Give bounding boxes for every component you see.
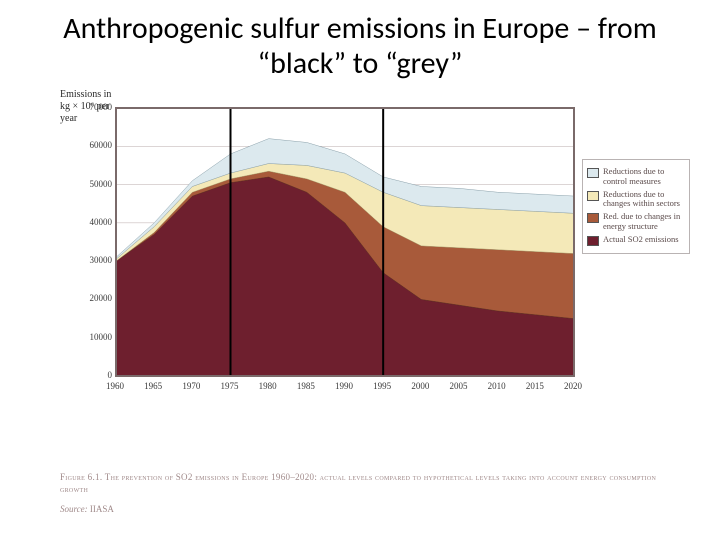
legend-label: Actual SO2 emissions	[603, 235, 679, 245]
x-tick-label: 1975	[221, 381, 239, 391]
x-tick-label: 2005	[450, 381, 468, 391]
source-label: Source:	[60, 504, 88, 514]
x-tick-label: 1980	[259, 381, 277, 391]
y-tick-label: 30000	[72, 255, 112, 265]
source-value: IIASA	[90, 504, 114, 514]
x-tick-label: 2010	[488, 381, 506, 391]
x-tick-label: 1960	[106, 381, 124, 391]
x-tick-label: 2020	[564, 381, 582, 391]
chart-svg	[116, 108, 574, 376]
legend-item: Reductions due to control measures	[587, 167, 685, 187]
legend-item: Red. due to changes in energy structure	[587, 212, 685, 232]
legend-swatch	[587, 213, 599, 223]
legend-label: Reductions due to changes within sectors	[603, 190, 685, 210]
y-tick-label: 20000	[72, 293, 112, 303]
y-tick-label: 50000	[72, 179, 112, 189]
chart-area: Emissions in kg × 10⁶ per year 010000200…	[60, 89, 690, 419]
x-tick-label: 1965	[144, 381, 162, 391]
figure-caption: Figure 6.1. The prevention of SO2 emissi…	[60, 471, 680, 496]
legend-label: Reductions due to control measures	[603, 167, 685, 187]
legend-item: Actual SO2 emissions	[587, 235, 685, 246]
legend-swatch	[587, 168, 599, 178]
legend: Reductions due to control measures Reduct…	[582, 159, 690, 254]
figure-source: Source: IIASA	[60, 504, 114, 514]
slide-title: Anthropogenic sulfur emissions in Europe…	[30, 12, 690, 81]
y-tick-label: 60000	[72, 140, 112, 150]
slide: Anthropogenic sulfur emissions in Europe…	[0, 0, 720, 540]
y-tick-label: 40000	[72, 217, 112, 227]
x-tick-label: 1985	[297, 381, 315, 391]
legend-swatch	[587, 236, 599, 246]
y-axis-label-line1: Emissions in	[60, 89, 111, 101]
x-tick-label: 2015	[526, 381, 544, 391]
x-tick-label: 1990	[335, 381, 353, 391]
legend-swatch	[587, 191, 599, 201]
y-tick-label: 10000	[72, 332, 112, 342]
legend-item: Reductions due to changes within sectors	[587, 190, 685, 210]
x-tick-label: 1995	[373, 381, 391, 391]
legend-label: Red. due to changes in energy structure	[603, 212, 685, 232]
plot-box	[115, 107, 575, 377]
y-axis-label-line3: year	[60, 113, 111, 125]
x-tick-label: 1970	[182, 381, 200, 391]
y-tick-label: 0	[72, 370, 112, 380]
y-tick-label: 70000	[72, 102, 112, 112]
x-tick-label: 2000	[411, 381, 429, 391]
